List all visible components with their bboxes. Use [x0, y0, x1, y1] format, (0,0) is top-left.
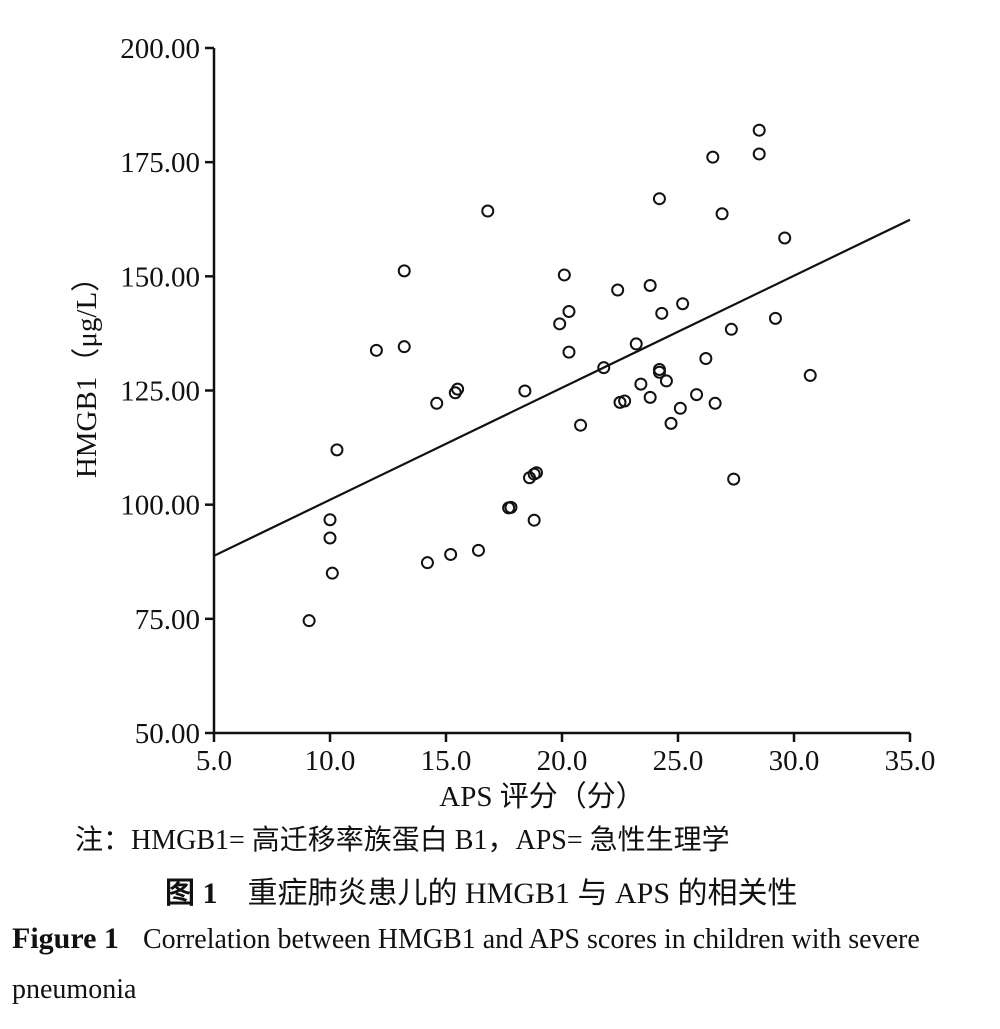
data-point [676, 297, 690, 311]
y-tick-label: 75.00 [135, 604, 200, 636]
data-point [553, 317, 567, 331]
scatter-chart: 50.00 75.00 100.00 125.00 150.00 175.00 200.00… [71, 33, 935, 810]
data-point [481, 204, 495, 218]
x-tick-label: 30.0 [769, 745, 820, 777]
data-point [504, 500, 518, 514]
data-point [369, 343, 383, 357]
data-point [643, 278, 657, 292]
data-point [655, 306, 669, 320]
data-point [471, 543, 485, 557]
data-point [673, 401, 687, 415]
data-point [323, 513, 337, 527]
data-point [557, 268, 571, 282]
data-point [302, 614, 316, 628]
y-axis-title: HMGB1（μg/L） [71, 263, 103, 478]
data-point [803, 368, 817, 382]
y-tick-label: 150.00 [120, 261, 200, 293]
figure-label-zh: 图 1 [165, 877, 218, 910]
data-point [752, 147, 766, 161]
x-tick-label: 25.0 [653, 745, 704, 777]
data-point [562, 304, 576, 318]
data-point [659, 374, 673, 388]
data-point [778, 231, 792, 245]
y-tick-label: 175.00 [120, 147, 200, 179]
data-point [562, 345, 576, 359]
data-point [768, 311, 782, 325]
data-point [420, 556, 434, 570]
figure-title-zh: 重症肺炎患儿的 HMGB1 与 APS 的相关性 [247, 877, 798, 910]
figure-note: 注：HMGB1= 高迁移率族蛋白 B1，APS= 急性生理学 [75, 825, 730, 856]
data-point [618, 394, 632, 408]
x-tick-label: 35.0 [885, 745, 936, 777]
data-point [634, 377, 648, 391]
data-point [699, 352, 713, 366]
regression-line-group [213, 218, 911, 557]
x-tick-label: 10.0 [305, 745, 356, 777]
data-point [444, 547, 458, 561]
y-tick-label: 100.00 [120, 490, 200, 522]
figure-label-en: Figure 1 [12, 922, 119, 955]
data-point [643, 390, 657, 404]
y-tick-label: 200.00 [120, 33, 200, 65]
figure-title-en: Correlation between HMGB1 and APS scores… [12, 924, 920, 1005]
data-point [518, 384, 532, 398]
data-point [706, 150, 720, 164]
axis-labels: 50.00 75.00 100.00 125.00 150.00 175.00 200.00… [71, 33, 935, 810]
x-tick-label: 20.0 [537, 745, 588, 777]
x-tick-label: 5.0 [196, 745, 232, 777]
data-point [652, 192, 666, 206]
data-point [397, 340, 411, 354]
data-point [325, 566, 339, 580]
data-point [664, 416, 678, 430]
data-point [323, 531, 337, 545]
data-point [529, 466, 543, 480]
data-point [451, 382, 465, 396]
data-point [690, 388, 704, 402]
figure-caption-en: Figure 1 Correlation between HMGB1 and AP… [12, 914, 992, 1015]
data-point [727, 472, 741, 486]
regression-line [213, 218, 911, 557]
data-point [724, 322, 738, 336]
data-point [629, 337, 643, 351]
x-tick-label: 15.0 [421, 745, 472, 777]
y-tick-label: 50.00 [135, 718, 200, 750]
data-point [397, 264, 411, 278]
data-point [652, 365, 666, 379]
data-point [527, 513, 541, 527]
data-point [611, 283, 625, 297]
x-axis-title: APS 评分（分） [439, 781, 644, 810]
data-point [715, 207, 729, 221]
data-point [330, 443, 344, 457]
axes [205, 46, 912, 742]
data-points [302, 123, 817, 628]
data-point [574, 418, 588, 432]
y-tick-label: 125.00 [120, 376, 200, 408]
figure-caption-zh: 图 1 重症肺炎患儿的 HMGB1 与 APS 的相关性 [165, 868, 798, 912]
data-point [708, 396, 722, 410]
data-point [430, 396, 444, 410]
data-point [597, 361, 611, 375]
data-point [752, 123, 766, 137]
